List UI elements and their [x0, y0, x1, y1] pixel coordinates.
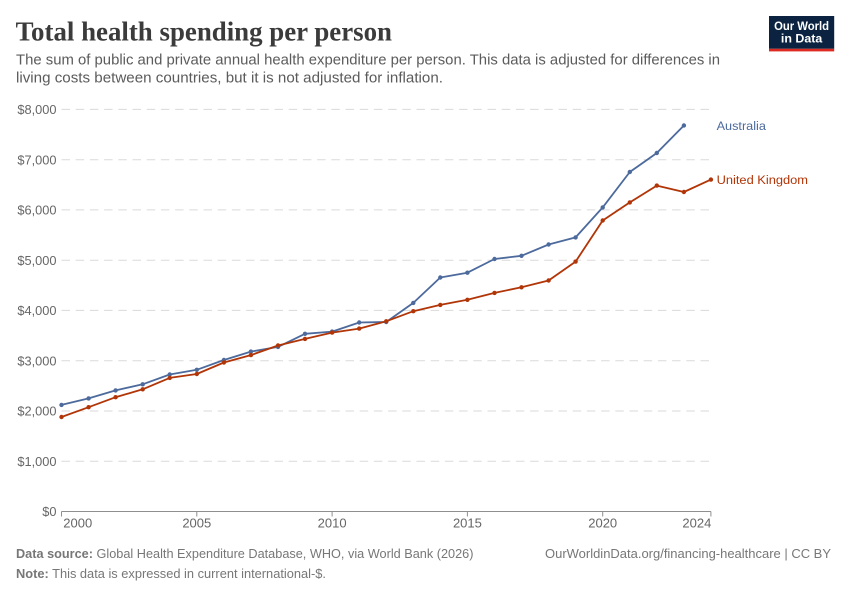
svg-text:living costs between countries: living costs between countries, but it i… — [16, 71, 443, 87]
svg-text:Note: This data is expressed i: Note: This data is expressed in current … — [16, 566, 326, 581]
svg-text:Australia: Australia — [717, 119, 766, 133]
svg-text:$3,000: $3,000 — [17, 353, 56, 368]
svg-text:$5,000: $5,000 — [17, 253, 56, 268]
svg-text:The sum of public and private: The sum of public and private annual hea… — [16, 53, 720, 69]
svg-text:$7,000: $7,000 — [17, 152, 56, 167]
svg-text:2024: 2024 — [682, 516, 711, 531]
svg-text:$0: $0 — [42, 504, 56, 519]
svg-text:Total health spending per pers: Total health spending per person — [16, 17, 392, 47]
svg-text:United Kingdom: United Kingdom — [717, 173, 808, 187]
svg-text:Data source: Global Health Exp: Data source: Global Health Expenditure D… — [16, 546, 474, 561]
svg-text:$1,000: $1,000 — [17, 454, 56, 469]
svg-text:$2,000: $2,000 — [17, 404, 56, 419]
svg-text:2000: 2000 — [63, 516, 92, 531]
svg-text:$8,000: $8,000 — [17, 102, 56, 117]
svg-text:2020: 2020 — [588, 516, 617, 531]
svg-text:in Data: in Data — [781, 34, 823, 46]
svg-text:2005: 2005 — [182, 516, 211, 531]
svg-text:$6,000: $6,000 — [17, 203, 56, 218]
svg-text:2015: 2015 — [453, 516, 482, 531]
svg-text:Our World: Our World — [774, 21, 829, 33]
svg-text:$4,000: $4,000 — [17, 303, 56, 318]
svg-text:OurWorldinData.org/financing-h: OurWorldinData.org/financing-healthcare … — [545, 546, 831, 561]
svg-text:2010: 2010 — [318, 516, 347, 531]
